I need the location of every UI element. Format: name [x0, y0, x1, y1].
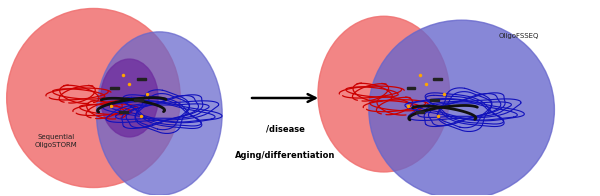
- Bar: [134, 99, 143, 101]
- Bar: [433, 78, 442, 80]
- Text: Sequential
OligoSTORM: Sequential OligoSTORM: [34, 134, 77, 148]
- Bar: [416, 111, 424, 113]
- Text: Aging/differentiation: Aging/differentiation: [235, 151, 335, 160]
- Ellipse shape: [7, 8, 180, 188]
- Bar: [110, 87, 119, 89]
- Text: /disease: /disease: [266, 124, 304, 133]
- Ellipse shape: [97, 32, 222, 195]
- Ellipse shape: [369, 20, 554, 196]
- Bar: [119, 111, 128, 113]
- Ellipse shape: [101, 59, 158, 137]
- Bar: [137, 78, 146, 80]
- Ellipse shape: [318, 16, 449, 172]
- Bar: [407, 87, 415, 89]
- Text: OligoFSSEQ: OligoFSSEQ: [499, 33, 539, 39]
- Bar: [430, 99, 439, 101]
